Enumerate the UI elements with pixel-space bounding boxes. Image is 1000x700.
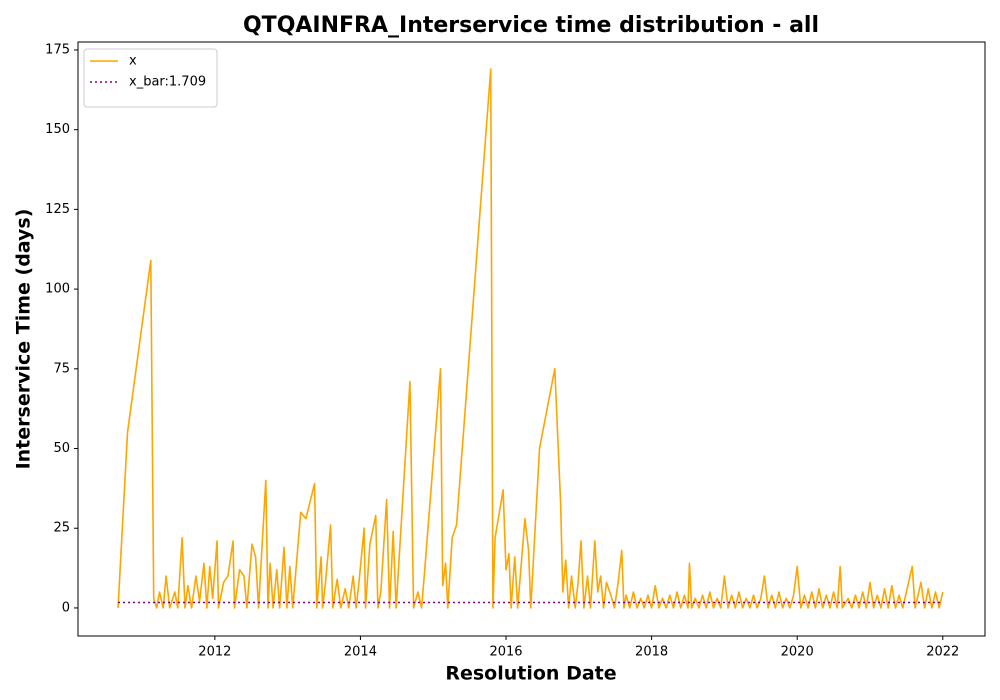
y-tick-label: 50	[53, 441, 70, 456]
x-tick-label: 2016	[489, 645, 522, 660]
y-tick-label: 175	[45, 42, 70, 57]
y-tick-label: 125	[45, 202, 70, 217]
x-tick-label: 2018	[635, 645, 668, 660]
y-tick-label: 25	[53, 521, 70, 536]
legend-label: x	[129, 54, 137, 69]
y-tick-label: 150	[45, 122, 70, 137]
x-tick-label: 2012	[198, 645, 231, 660]
x-axis-label: Resolution Date	[445, 663, 616, 685]
y-tick-label: 0	[62, 600, 70, 615]
chart-title: QTQAINFRA_Interservice time distribution…	[243, 13, 819, 38]
y-tick-label: 100	[45, 282, 70, 297]
x-tick-label: 2020	[781, 645, 814, 660]
plot-frame	[77, 41, 986, 637]
line-series	[117, 68, 944, 609]
legend-label: x_bar:1.709	[129, 75, 206, 90]
y-tick-label: 75	[53, 361, 70, 376]
x-tick-label: 2022	[926, 645, 959, 660]
y-axis-label: Interservice Time (days)	[13, 209, 35, 470]
x-tick-label: 2014	[344, 645, 377, 660]
legend-box	[83, 48, 218, 108]
